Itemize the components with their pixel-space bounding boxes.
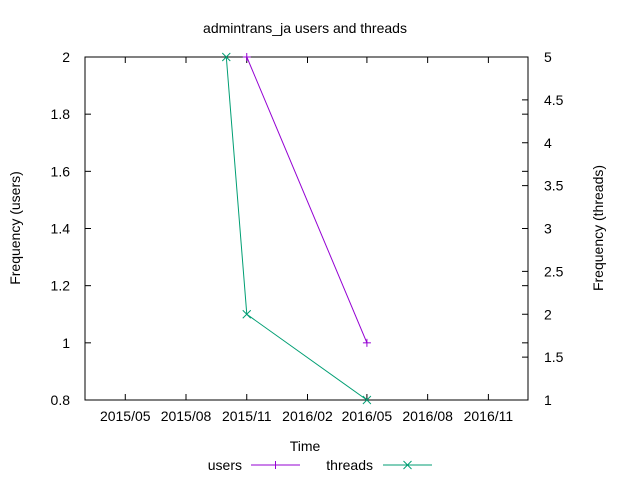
left-y-tick-label: 2 xyxy=(62,49,70,65)
right-y-tick-label: 2.5 xyxy=(544,263,564,279)
x-tick-label: 2015/05 xyxy=(100,408,151,424)
left-y-tick-label: 1.4 xyxy=(51,221,71,237)
left-y-tick-label: 1.2 xyxy=(51,278,71,294)
data-point-threads xyxy=(242,309,252,319)
x-tick-label: 2016/05 xyxy=(342,408,393,424)
series-line-users xyxy=(246,56,368,343)
series-line-threads xyxy=(225,56,368,401)
right-y-tick-label: 3.5 xyxy=(544,178,564,194)
legend-label-threads: threads xyxy=(326,457,373,473)
data-point-threads xyxy=(362,395,372,405)
legend: users threads xyxy=(208,457,432,473)
right-y-tick-label: 4.5 xyxy=(544,92,564,108)
legend-marker-threads xyxy=(403,460,412,470)
right-y-tick-label: 4 xyxy=(544,135,552,151)
x-tick-label: 2016/11 xyxy=(464,408,514,424)
y-axis-label-right: Frequency (threads) xyxy=(590,165,606,291)
series-layer xyxy=(221,52,372,405)
left-y-tick-label: 1.8 xyxy=(51,106,71,122)
chart-title: admintrans_ja users and threads xyxy=(203,20,407,36)
legend-label-users: users xyxy=(208,457,242,473)
right-y-tick-label: 1.5 xyxy=(544,349,564,365)
right-y-tick-label: 2 xyxy=(544,306,552,322)
x-tick-label: 2015/11 xyxy=(222,408,272,424)
right-y-tick-label: 1 xyxy=(544,392,552,408)
left-y-axis: 0.8 1 1.2 1.4 1.6 1.8 2 xyxy=(51,49,528,408)
right-y-tick-label: 5 xyxy=(544,49,552,65)
x-axis-label: Time xyxy=(290,438,321,454)
left-y-tick-label: 1.6 xyxy=(51,163,71,179)
x-tick-label: 2016/08 xyxy=(402,408,453,424)
plot-frame xyxy=(84,56,529,401)
x-tick-label: 2015/08 xyxy=(161,408,212,424)
right-y-axis: 1 1.5 2 2.5 3 3.5 4 4.5 5 xyxy=(522,49,564,408)
y-axis-label-left: Frequency (users) xyxy=(7,171,23,285)
data-point-threads xyxy=(221,52,231,62)
left-y-tick-label: 1 xyxy=(62,335,70,351)
left-y-tick-label: 0.8 xyxy=(51,392,71,408)
x-axis: 2015/05 2015/08 2015/11 2016/02 2016/05 2016/… xyxy=(100,57,513,424)
data-point-users xyxy=(242,53,251,61)
legend-marker-users xyxy=(271,461,280,469)
x-tick-label: 2016/02 xyxy=(282,408,333,424)
data-point-users xyxy=(362,338,371,347)
right-y-tick-label: 3 xyxy=(544,221,552,237)
